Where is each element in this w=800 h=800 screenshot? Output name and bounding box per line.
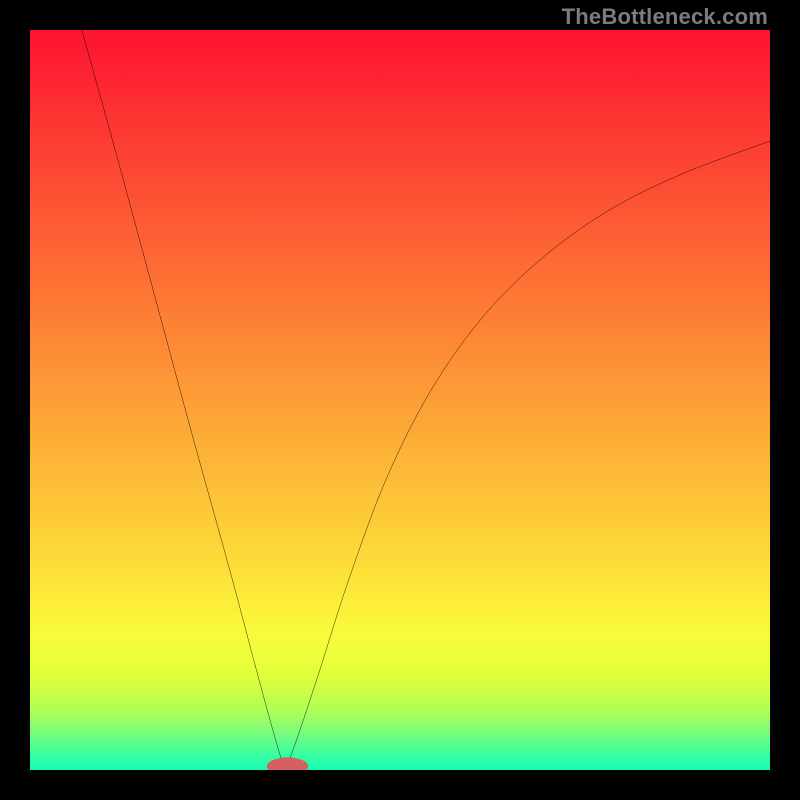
watermark-label: TheBottleneck.com [562, 4, 768, 30]
curve-layer [30, 30, 770, 770]
curve-left-branch [82, 30, 285, 770]
curve-right-branch [285, 141, 770, 770]
plot-area [30, 30, 770, 770]
vertex-marker [267, 757, 308, 770]
chart-frame: TheBottleneck.com [0, 0, 800, 800]
